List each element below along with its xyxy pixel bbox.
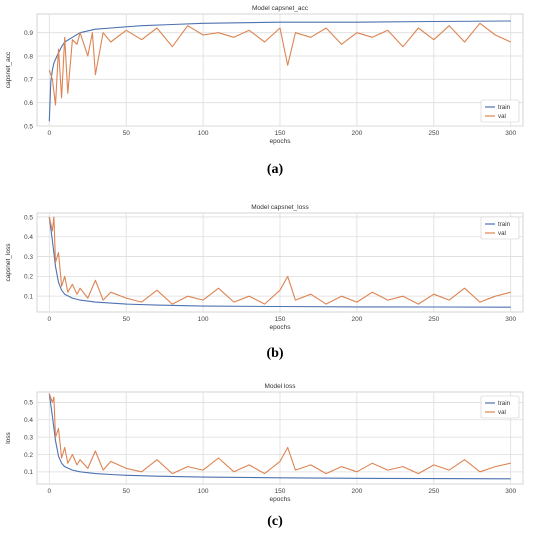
caption-c: (c) — [267, 514, 283, 529]
legend-label: train — [498, 400, 511, 407]
x-axis-label: epochs — [270, 496, 292, 503]
x-axis-label: epochs — [270, 324, 292, 331]
caption-a: (a) — [266, 162, 284, 177]
x-tick-label: 300 — [505, 316, 516, 323]
y-axis-label: capsnet_acc — [5, 51, 12, 88]
x-tick-label: 200 — [351, 488, 362, 495]
y-tick-label: 0.5 — [24, 123, 33, 130]
y-tick-label: 0.8 — [24, 53, 33, 60]
x-axis-label: epochs — [270, 138, 292, 145]
x-tick-label: 50 — [123, 130, 131, 137]
chart-capsnet-acc: 0 50 100 150 200 250 300 0.5 0.6 0.7 0.8 0.9 Model c… — [5, 5, 524, 145]
x-tick-label: 50 — [123, 488, 131, 495]
series-line-val — [48, 22, 511, 106]
x-tick-label: 200 — [351, 316, 362, 323]
x-tick-label: 200 — [351, 130, 362, 137]
legend-label: val — [498, 230, 506, 237]
y-tick-label: 0.1 — [24, 469, 33, 476]
y-tick-label: 0.6 — [24, 100, 33, 107]
y-tick-label: 0.2 — [24, 274, 33, 281]
x-tick-label: 300 — [505, 488, 516, 495]
x-tick-label: 250 — [428, 316, 439, 323]
y-axis-label: capsnet_loss — [5, 243, 12, 282]
y-tick-label: 0.3 — [24, 434, 33, 441]
x-tick-label: 100 — [198, 316, 209, 323]
legend-label: train — [498, 104, 511, 111]
caption-b: (b) — [266, 346, 284, 361]
legend-label: val — [498, 113, 506, 120]
chart-title: Model capsnet_loss — [251, 204, 309, 211]
x-tick-label: 150 — [275, 488, 286, 495]
y-tick-label: 0.4 — [24, 417, 33, 424]
chart-title: Model loss — [264, 383, 296, 390]
x-tick-label: 150 — [275, 130, 286, 137]
x-tick-label: 300 — [505, 130, 516, 137]
x-tick-label: 0 — [47, 130, 51, 137]
series-line-train — [48, 393, 511, 480]
y-tick-label: 0.3 — [24, 254, 33, 261]
y-tick-label: 0.1 — [24, 293, 33, 300]
x-tick-label: 250 — [428, 488, 439, 495]
chart-title: Model capsnet_acc — [252, 5, 309, 12]
y-tick-label: 0.5 — [24, 400, 33, 407]
legend-label: val — [498, 409, 506, 416]
series-line-train — [48, 20, 511, 122]
x-tick-label: 0 — [47, 488, 51, 495]
x-tick-label: 50 — [123, 316, 131, 323]
series-line-train — [48, 216, 511, 308]
x-tick-label: 100 — [198, 488, 209, 495]
legend-label: train — [498, 221, 511, 228]
x-tick-label: 0 — [47, 316, 51, 323]
y-tick-label: 0.5 — [24, 214, 33, 221]
series-line-val — [48, 216, 511, 305]
y-axis-label: loss — [5, 431, 12, 443]
chart-model-loss: 0 50 100 150 200 250 300 0.1 0.2 0.3 0.4 0.5 Model l… — [5, 383, 524, 503]
x-tick-label: 150 — [275, 316, 286, 323]
y-tick-label: 0.2 — [24, 452, 33, 459]
y-tick-label: 0.4 — [24, 234, 33, 241]
chart-capsnet-loss: 0 50 100 150 200 250 300 0.1 0.2 0.3 0.4 0.5 Model c… — [5, 204, 524, 331]
x-tick-label: 100 — [198, 130, 209, 137]
y-tick-label: 0.7 — [24, 77, 33, 84]
series-line-val — [48, 393, 511, 475]
x-tick-label: 250 — [428, 130, 439, 137]
y-tick-label: 0.9 — [24, 30, 33, 37]
